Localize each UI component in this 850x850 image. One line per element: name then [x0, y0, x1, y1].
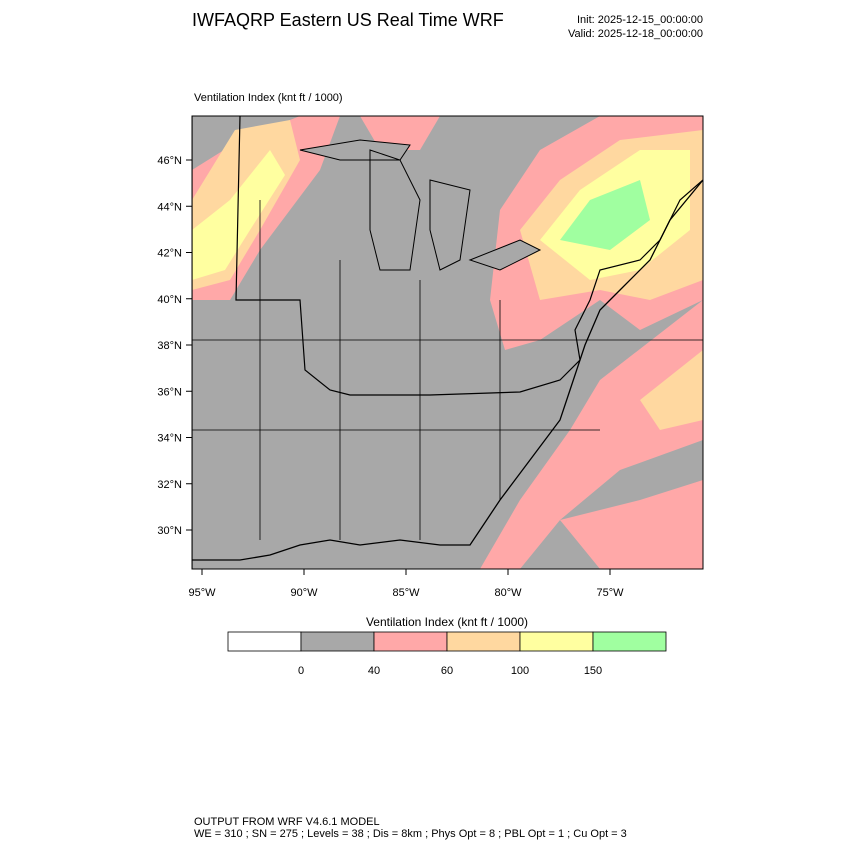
colorbar-tick-label: 100 — [511, 665, 529, 677]
field-orange-ocean — [640, 350, 703, 430]
map-label: Ventilation Index (knt ft / 1000) — [194, 92, 343, 104]
state-lines — [192, 200, 703, 540]
lon-label: 80°W — [494, 587, 522, 599]
lat-label: 32°N — [157, 479, 182, 491]
colorbar-tick-label: 40 — [368, 665, 380, 677]
lat-label: 36°N — [157, 386, 182, 398]
field-pink-south — [560, 480, 703, 569]
footer-line: OUTPUT FROM WRF V4.6.1 MODEL — [194, 816, 380, 828]
field-pink-ocean — [480, 300, 703, 569]
great-lakes — [299, 139, 542, 271]
colorbar-tick-label: 0 — [298, 665, 304, 677]
lat-label: 42°N — [157, 248, 182, 260]
lon-label: 75°W — [596, 587, 624, 599]
lat-label: 30°N — [157, 525, 182, 537]
init-time: Init: 2025-12-15_00:00:00 — [577, 14, 703, 26]
colorbar-title: Ventilation Index (knt ft / 1000) — [366, 615, 528, 629]
lat-label: 46°N — [157, 155, 182, 167]
lat-label: 38°N — [157, 340, 182, 352]
coastline — [192, 179, 703, 561]
colorbar-box — [446, 631, 521, 652]
colorbar-box — [373, 631, 448, 652]
title: IWFAQRP Eastern US Real Time WRF — [192, 10, 504, 30]
lat-label: 40°N — [157, 294, 182, 306]
colorbar-box — [519, 631, 594, 652]
map — [192, 116, 703, 569]
map-frame — [191, 115, 704, 570]
footer-line: WE = 310 ; SN = 275 ; Levels = 38 ; Dis … — [194, 828, 627, 840]
lon-label: 95°W — [188, 587, 216, 599]
colorbar: 0 40 60 100 150 — [227, 631, 667, 677]
colorbar-tick-label: 60 — [441, 665, 453, 677]
field-green-ne — [560, 180, 650, 250]
colorbar-box — [227, 631, 302, 652]
lat-label: 44°N — [157, 201, 182, 213]
valid-time: Valid: 2025-12-18_00:00:00 — [568, 28, 703, 40]
colorbar-box — [300, 631, 375, 652]
lat-label: 34°N — [157, 433, 182, 445]
colorbar-tick-label: 150 — [584, 665, 602, 677]
field-yellow-nw — [192, 150, 285, 280]
lon-label: 90°W — [290, 587, 318, 599]
lon-label: 85°W — [392, 587, 420, 599]
colorbar-box — [592, 631, 667, 652]
borders — [192, 116, 703, 569]
